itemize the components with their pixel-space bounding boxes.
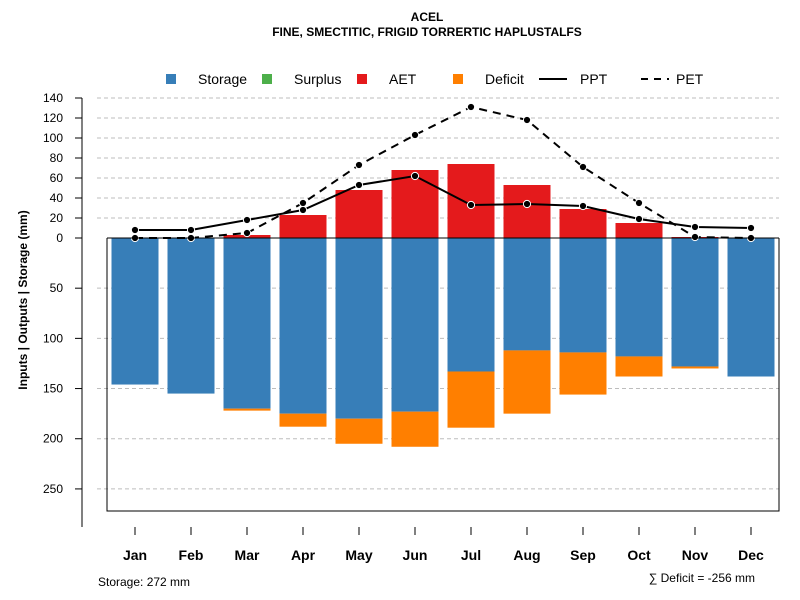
bar-storage-dec [727, 238, 775, 377]
legend-storage-swatch [166, 74, 176, 84]
bar-storage-apr [279, 238, 327, 414]
y-tick-label-upper-0: 0 [56, 231, 63, 245]
point-ppt-jan [130, 225, 140, 235]
point-ppt-aug [522, 199, 532, 209]
bar-deficit-oct [615, 356, 663, 377]
series-lines [130, 102, 756, 243]
bar-deficit-sep [559, 352, 607, 395]
point-pet-nov [690, 232, 700, 242]
deficit-total-note: ∑ Deficit = -256 mm [649, 571, 755, 585]
point-ppt-jul [466, 200, 476, 210]
bar-deficit-jul [447, 371, 495, 428]
point-ppt-oct [634, 214, 644, 224]
y-tick-label-upper-60: 60 [50, 171, 64, 185]
point-ppt-apr [298, 205, 308, 215]
bar-storage-jun [391, 238, 439, 412]
line-ppt [135, 174, 752, 231]
x-tick-label-sep: Sep [570, 547, 596, 563]
bar-storage-jan [111, 238, 159, 385]
point-ppt-feb [186, 225, 196, 235]
point-ppt-dec [746, 223, 756, 233]
legend-surplus-label: Surplus [294, 71, 341, 87]
point-pet-mar [242, 228, 252, 238]
bar-aet-sep [559, 209, 607, 238]
bar-storage-may [335, 238, 383, 419]
x-tick-label-may: May [345, 547, 372, 563]
bar-aet-aug [503, 185, 551, 238]
y-tick-label-upper-80: 80 [50, 151, 64, 165]
point-ppt-sep [578, 201, 588, 211]
x-tick-label-nov: Nov [682, 547, 709, 563]
legend-storage-label: Storage [198, 71, 247, 87]
y-tick-label-upper-140: 140 [43, 91, 63, 105]
point-pet-may [354, 160, 364, 170]
y-tick-label-lower-100: 100 [43, 331, 63, 345]
point-pet-sep [578, 162, 588, 172]
point-ppt-may [354, 180, 364, 190]
point-pet-oct [634, 198, 644, 208]
bar-aet-apr [279, 215, 327, 238]
bar-deficit-jun [391, 411, 439, 447]
point-pet-jul [466, 102, 476, 112]
x-tick-label-jun: Jun [403, 547, 428, 563]
y-tick-label-upper-120: 120 [43, 111, 63, 125]
bar-deficit-nov [671, 366, 719, 369]
legend-aet-label: AET [389, 71, 417, 87]
y-tick-label-lower-150: 150 [43, 382, 63, 396]
point-ppt-mar [242, 215, 252, 225]
chart-title: ACEL [411, 10, 444, 24]
grid-lines [97, 97, 779, 490]
legend-deficit-swatch [453, 74, 463, 84]
point-pet-apr [298, 198, 308, 208]
legend-deficit-label: Deficit [485, 71, 524, 87]
bar-storage-aug [503, 238, 551, 351]
y-tick-label-upper-40: 40 [50, 191, 64, 205]
point-pet-aug [522, 115, 532, 125]
point-pet-jun [410, 130, 420, 140]
bar-deficit-aug [503, 350, 551, 414]
storage-total-note: Storage: 272 mm [98, 575, 190, 589]
bar-aet-may [335, 190, 383, 238]
y-tick-label-lower-200: 200 [43, 432, 63, 446]
bar-storage-nov [671, 238, 719, 367]
bar-storage-sep [559, 238, 607, 353]
bars [111, 164, 775, 447]
point-ppt-nov [690, 222, 700, 232]
bar-storage-oct [615, 238, 663, 357]
x-tick-label-jan: Jan [123, 547, 147, 563]
bar-deficit-mar [223, 408, 271, 411]
y-axis-label: Inputs | Outputs | Storage (mm) [16, 210, 30, 389]
chart-subtitle: FINE, SMECTITIC, FRIGID TORRERTIC HAPLUS… [272, 25, 582, 39]
legend-surplus-swatch [262, 74, 272, 84]
line-pet [135, 105, 752, 239]
legend-aet-swatch [357, 74, 367, 84]
x-tick-label-oct: Oct [627, 547, 651, 563]
storage-frame [106, 238, 780, 512]
bar-aet-oct [615, 223, 663, 238]
legend-pet-label: PET [676, 71, 704, 87]
bar-deficit-apr [279, 413, 327, 427]
bar-deficit-may [335, 418, 383, 444]
y-tick-label-lower-50: 50 [50, 281, 64, 295]
bar-storage-feb [167, 238, 215, 394]
bar-storage-jul [447, 238, 495, 372]
y-tick-label-lower-250: 250 [43, 482, 63, 496]
y-tick-label-upper-20: 20 [50, 211, 64, 225]
x-tick-label-aug: Aug [513, 547, 540, 563]
x-tick-label-feb: Feb [179, 547, 204, 563]
bar-storage-mar [223, 238, 271, 409]
x-tick-label-dec: Dec [738, 547, 764, 563]
legend: Storage Surplus AET Deficit PPT PET [166, 71, 704, 87]
y-tick-label-upper-100: 100 [43, 131, 63, 145]
point-ppt-jun [410, 171, 420, 181]
x-tick-label-apr: Apr [291, 547, 316, 563]
bar-aet-jun [391, 170, 439, 238]
legend-ppt-label: PPT [580, 71, 608, 87]
x-tick-label-jul: Jul [461, 547, 481, 563]
x-tick-label-mar: Mar [235, 547, 260, 563]
